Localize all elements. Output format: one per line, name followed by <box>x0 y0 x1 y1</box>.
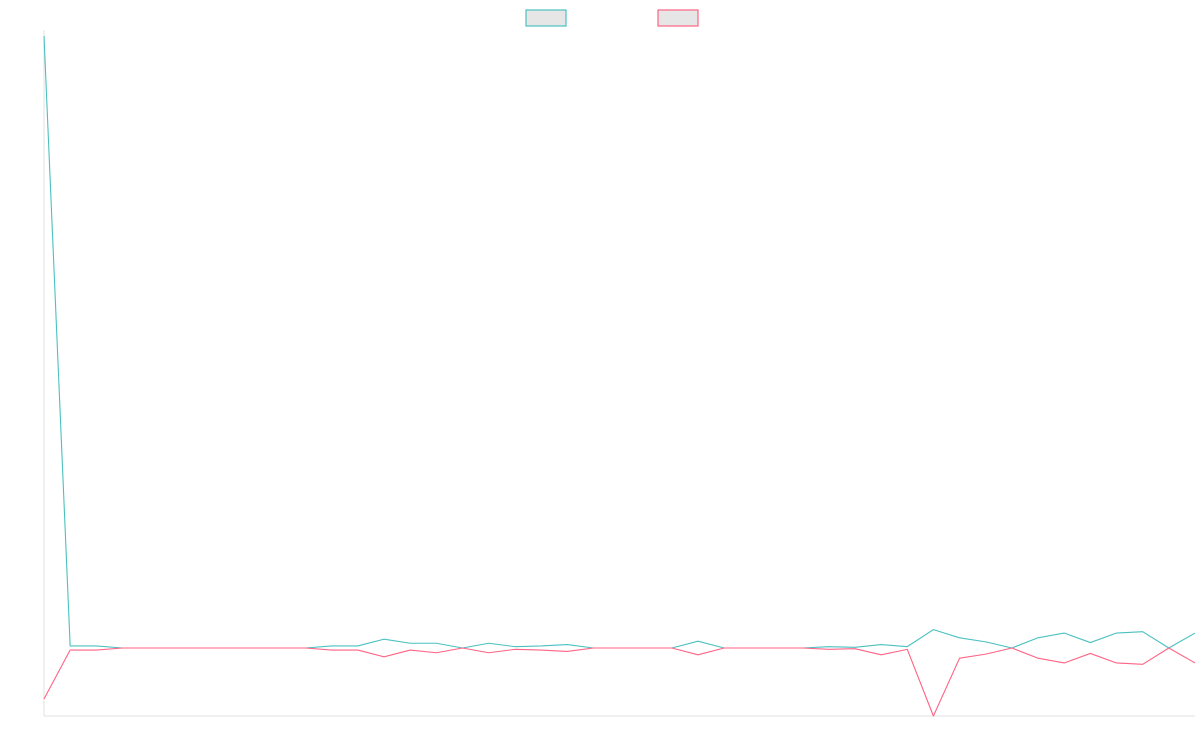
series-layer <box>43 35 1196 717</box>
series-line-1 <box>43 647 1196 717</box>
series-line-0 <box>43 35 1196 649</box>
chart-legend <box>525 9 699 27</box>
legend-swatch-1[interactable] <box>657 9 699 27</box>
legend-swatch-0[interactable] <box>525 9 567 27</box>
